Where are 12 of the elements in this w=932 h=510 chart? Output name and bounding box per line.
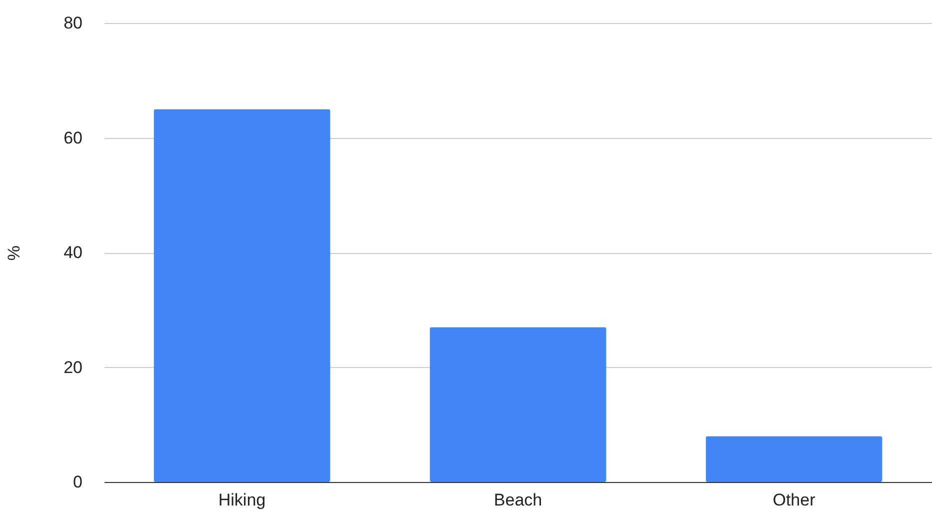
y-tick-label: 0 (73, 472, 82, 492)
y-tick-label: 20 (64, 358, 82, 377)
x-tick-label: Beach (494, 490, 542, 510)
bar (430, 327, 606, 482)
x-tick-label: Hiking (218, 490, 266, 510)
bar (706, 436, 882, 482)
y-tick-label: 40 (64, 243, 82, 262)
x-tick-label: Other (772, 490, 816, 510)
y-axis-title: % (4, 245, 24, 261)
y-tick-label: 60 (64, 128, 82, 148)
bar (154, 109, 330, 482)
y-tick-label: 80 (64, 14, 82, 32)
